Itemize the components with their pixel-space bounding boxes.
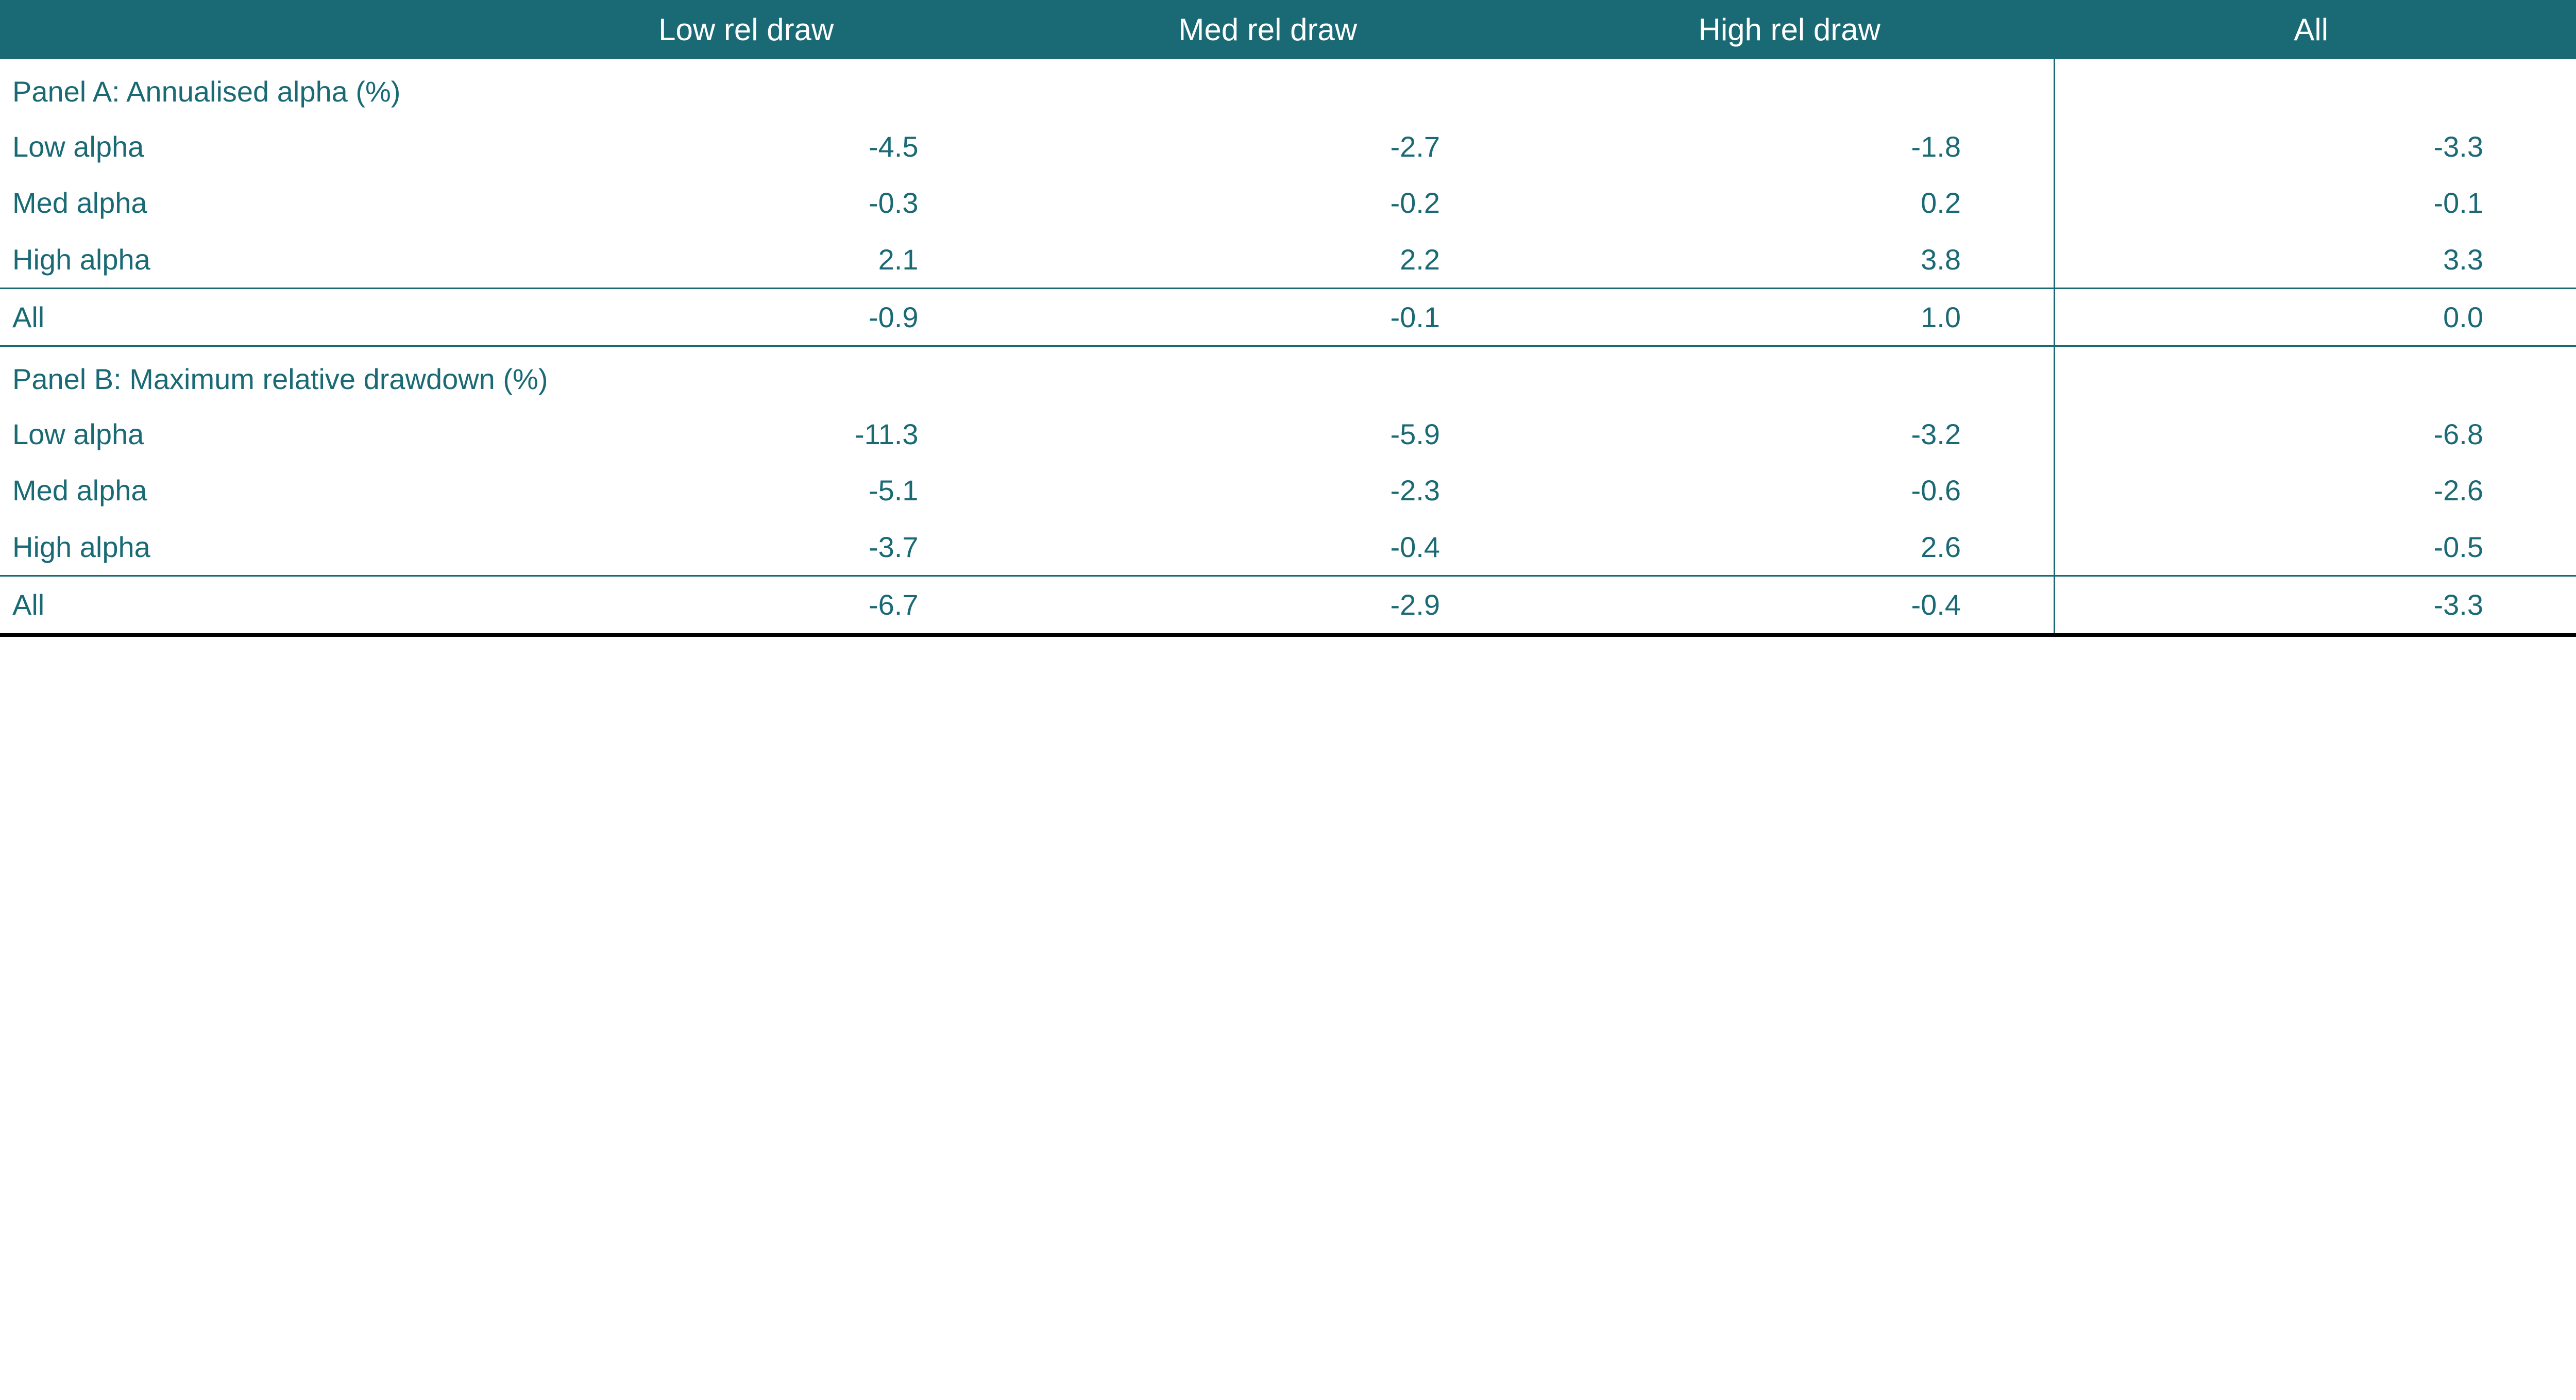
cell: -1.8 <box>1533 119 2055 175</box>
cell: -2.6 <box>2055 462 2576 518</box>
cell: 2.1 <box>489 231 1011 289</box>
header-row: Low rel draw Med rel draw High rel draw … <box>0 0 2576 59</box>
panel-a-row-med: Med alpha -0.3 -0.2 0.2 -0.1 <box>0 175 2576 231</box>
cell: -3.2 <box>1533 406 2055 462</box>
row-label: Med alpha <box>0 462 489 518</box>
cell: -2.7 <box>1011 119 1533 175</box>
cell: 2.6 <box>1533 519 2055 576</box>
cell: -3.7 <box>489 519 1011 576</box>
header-med-rel-draw: Med rel draw <box>1011 0 1533 59</box>
cell: -5.1 <box>489 462 1011 518</box>
panel-b-row-med: Med alpha -5.1 -2.3 -0.6 -2.6 <box>0 462 2576 518</box>
panel-b-title-spacer <box>2055 346 2576 406</box>
cell: -3.3 <box>2055 576 2576 635</box>
header-blank <box>0 0 489 59</box>
row-label: High alpha <box>0 231 489 289</box>
cell: -4.5 <box>489 119 1011 175</box>
panel-a-title-spacer <box>2055 59 2576 119</box>
header-high-rel-draw: High rel draw <box>1533 0 2055 59</box>
cell: -0.4 <box>1011 519 1533 576</box>
data-table: Low rel draw Med rel draw High rel draw … <box>0 0 2576 637</box>
cell: 3.3 <box>2055 231 2576 289</box>
cell: 2.2 <box>1011 231 1533 289</box>
row-label: Low alpha <box>0 119 489 175</box>
panel-a-title: Panel A: Annualised alpha (%) <box>0 59 2055 119</box>
cell: 0.2 <box>1533 175 2055 231</box>
cell: -0.3 <box>489 175 1011 231</box>
cell: -0.1 <box>1011 288 1533 346</box>
panel-a-title-row: Panel A: Annualised alpha (%) <box>0 59 2576 119</box>
cell: -11.3 <box>489 406 1011 462</box>
header-all: All <box>2055 0 2576 59</box>
panel-b-row-high: High alpha -3.7 -0.4 2.6 -0.5 <box>0 519 2576 576</box>
row-label: All <box>0 576 489 635</box>
panel-a-row-low: Low alpha -4.5 -2.7 -1.8 -3.3 <box>0 119 2576 175</box>
cell: 0.0 <box>2055 288 2576 346</box>
row-label: All <box>0 288 489 346</box>
cell: -0.6 <box>1533 462 2055 518</box>
row-label: High alpha <box>0 519 489 576</box>
panel-b-title: Panel B: Maximum relative drawdown (%) <box>0 346 2055 406</box>
cell: 1.0 <box>1533 288 2055 346</box>
cell: -0.4 <box>1533 576 2055 635</box>
cell: -2.9 <box>1011 576 1533 635</box>
cell: -0.1 <box>2055 175 2576 231</box>
cell: -6.7 <box>489 576 1011 635</box>
row-label: Low alpha <box>0 406 489 462</box>
header-low-rel-draw: Low rel draw <box>489 0 1011 59</box>
cell: -6.8 <box>2055 406 2576 462</box>
panel-b-row-all: All -6.7 -2.9 -0.4 -3.3 <box>0 576 2576 635</box>
cell: -5.9 <box>1011 406 1533 462</box>
table-container: Low rel draw Med rel draw High rel draw … <box>0 0 2576 637</box>
cell: -2.3 <box>1011 462 1533 518</box>
panel-b-row-low: Low alpha -11.3 -5.9 -3.2 -6.8 <box>0 406 2576 462</box>
cell: -0.9 <box>489 288 1011 346</box>
panel-a-row-high: High alpha 2.1 2.2 3.8 3.3 <box>0 231 2576 289</box>
cell: -0.5 <box>2055 519 2576 576</box>
panel-b-title-row: Panel B: Maximum relative drawdown (%) <box>0 346 2576 406</box>
cell: -0.2 <box>1011 175 1533 231</box>
row-label: Med alpha <box>0 175 489 231</box>
cell: 3.8 <box>1533 231 2055 289</box>
panel-a-row-all: All -0.9 -0.1 1.0 0.0 <box>0 288 2576 346</box>
cell: -3.3 <box>2055 119 2576 175</box>
